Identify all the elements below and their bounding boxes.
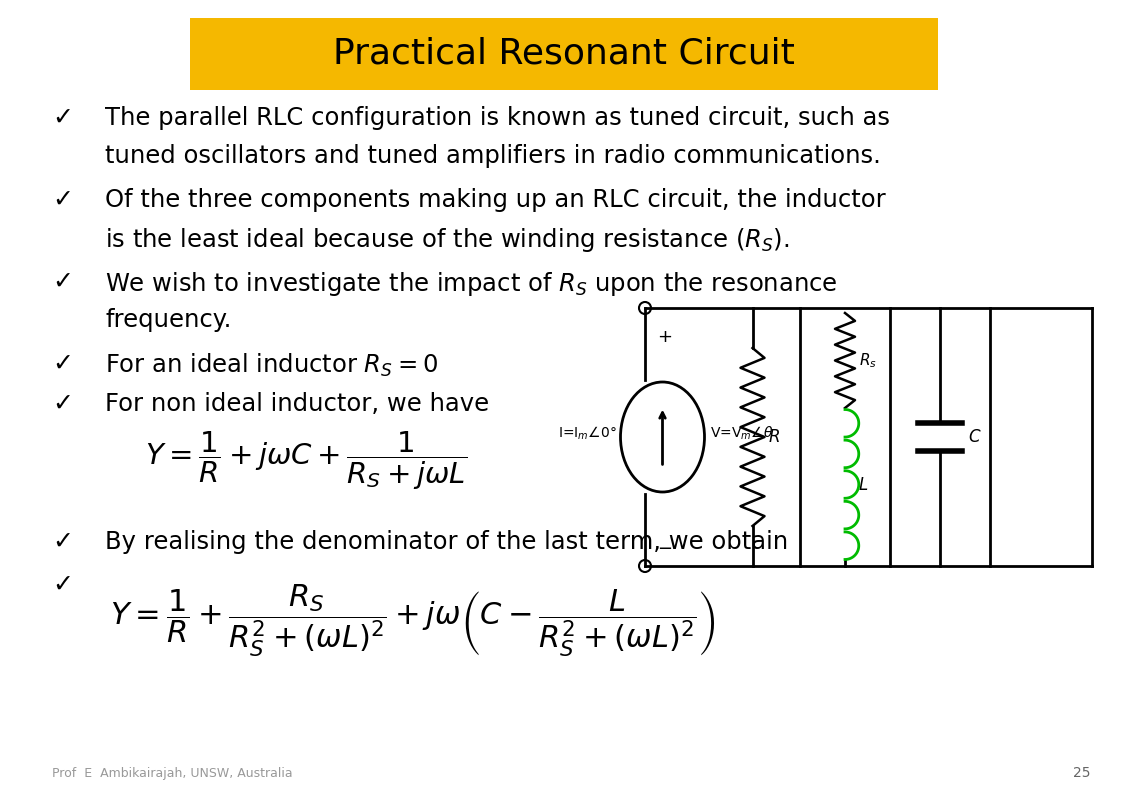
Text: For an ideal inductor $R_S = 0$: For an ideal inductor $R_S = 0$ (105, 352, 438, 379)
Text: tuned oscillators and tuned amplifiers in radio communications.: tuned oscillators and tuned amplifiers i… (105, 144, 881, 168)
Text: C: C (968, 428, 979, 446)
Text: V=V$_m\angle\theta$: V=V$_m\angle\theta$ (711, 424, 774, 442)
Text: +: + (656, 328, 672, 346)
Text: By realising the denominator of the last term, we obtain: By realising the denominator of the last… (105, 530, 788, 554)
Text: Of the three components making up an RLC circuit, the inductor: Of the three components making up an RLC… (105, 188, 885, 212)
Text: ✓: ✓ (52, 392, 73, 416)
Text: Prof  E  Ambikairajah, UNSW, Australia: Prof E Ambikairajah, UNSW, Australia (52, 767, 292, 780)
Text: ✓: ✓ (52, 530, 73, 554)
Text: Practical Resonant Circuit: Practical Resonant Circuit (333, 37, 795, 71)
Text: frequency.: frequency. (105, 308, 231, 332)
Text: ✓: ✓ (52, 188, 73, 212)
Text: L: L (860, 475, 869, 494)
Text: I=I$_m\angle$0°: I=I$_m\angle$0° (558, 424, 617, 442)
FancyBboxPatch shape (190, 18, 938, 90)
Text: R: R (768, 428, 779, 446)
Text: We wish to investigate the impact of $R_S$ upon the resonance: We wish to investigate the impact of $R_… (105, 270, 838, 298)
Text: ✓: ✓ (52, 573, 73, 597)
Text: $Y = \dfrac{1}{R} + \dfrac{R_S}{R_S^2+(\omega L)^2} + j\omega \left( C - \dfrac{: $Y = \dfrac{1}{R} + \dfrac{R_S}{R_S^2+(\… (111, 583, 715, 659)
Text: $Y = \dfrac{1}{R} + j\omega C + \dfrac{1}{R_S+j\omega L}$: $Y = \dfrac{1}{R} + j\omega C + \dfrac{1… (146, 430, 467, 492)
Text: ✓: ✓ (52, 352, 73, 376)
Text: $R_s$: $R_s$ (860, 351, 876, 370)
Text: −: − (656, 540, 672, 558)
Text: The parallel RLC configuration is known as tuned circuit, such as: The parallel RLC configuration is known … (105, 106, 890, 130)
Text: ✓: ✓ (52, 270, 73, 294)
Text: is the least ideal because of the winding resistance ($R_S$).: is the least ideal because of the windin… (105, 226, 790, 254)
Text: ✓: ✓ (52, 106, 73, 130)
Text: 25: 25 (1073, 766, 1090, 780)
Text: For non ideal inductor, we have: For non ideal inductor, we have (105, 392, 490, 416)
